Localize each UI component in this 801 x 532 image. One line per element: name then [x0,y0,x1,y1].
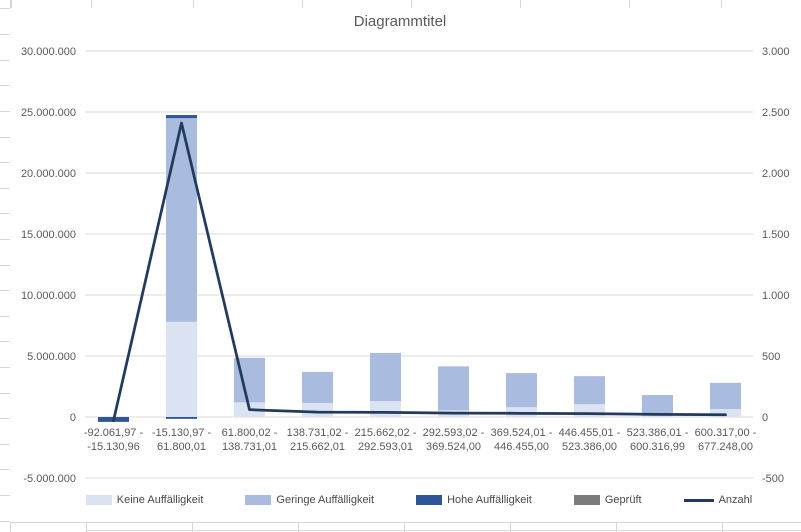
worksheet-gridline [629,0,630,8]
worksheet-gridline [404,522,405,532]
chart-title: Diagrammtitel [353,13,447,30]
worksheet-gridline [0,521,10,522]
worksheet-gridline [0,341,10,342]
worksheet-gridline [510,522,511,532]
legend-label: Hohe Auffälligkeit [447,494,532,506]
worksheet-gridline [0,444,10,445]
worksheet-gridline [0,85,10,86]
worksheet-gridline [0,418,10,419]
worksheet-gridline [86,522,87,532]
legend-label: Keine Auffälligkeit [116,494,204,506]
legend-item-geprüft: Geprüft [573,494,642,506]
worksheet-gridline [0,111,10,112]
legend-color-swatch [85,495,112,505]
chart-object[interactable]: Diagrammtitel [10,8,801,522]
worksheet-gridline [192,522,193,532]
worksheet-gridline [0,495,10,496]
worksheet-gridline [0,469,10,470]
legend-label: Geringe Auffälligkeit [276,494,375,506]
worksheet-gridline [0,290,10,291]
worksheet-gridline [302,0,303,8]
worksheet-gridline [298,522,299,532]
legend-item-keine-auffälligkeit: Keine Auffälligkeit [85,494,204,506]
worksheet-gridline [0,393,10,394]
worksheet-gridline [0,60,10,61]
worksheet-gridline [616,522,617,532]
legend-color-swatch [245,495,272,505]
legend-color-swatch [573,495,600,505]
worksheet-gridline [0,213,10,214]
legend-label: Geprüft [604,494,642,506]
legend-label: Anzahl [718,494,753,506]
worksheet-gridline [0,34,10,35]
legend-item-hohe-auffälligkeit: Hohe Auffälligkeit [416,494,532,506]
worksheet-gridline [0,137,10,138]
legend-item-geringe-auffälligkeit: Geringe Auffälligkeit [245,494,374,506]
worksheet-gridline [721,0,722,8]
worksheet-gridline [0,316,10,317]
worksheet-gridline [193,0,194,8]
worksheet-gridline [0,162,10,163]
worksheet-gridline [10,522,801,523]
worksheet-gridline [0,367,10,368]
worksheet-gridline [520,0,521,8]
chart-legend: Keine Auffälligkeit Geringe Auffälligkeit… [85,494,753,506]
worksheet-gridline [411,0,412,8]
legend-item-anzahl: Anzahl [683,494,753,506]
worksheet-gridline [86,530,801,531]
worksheet-gridline [91,0,92,8]
worksheet-gridline [0,239,10,240]
worksheet-gridline [0,188,10,189]
legend-line-swatch [683,498,714,502]
worksheet-gridline [11,0,12,8]
legend-color-swatch [416,495,443,505]
worksheet-gridline [722,522,723,532]
worksheet-gridline [0,265,10,266]
